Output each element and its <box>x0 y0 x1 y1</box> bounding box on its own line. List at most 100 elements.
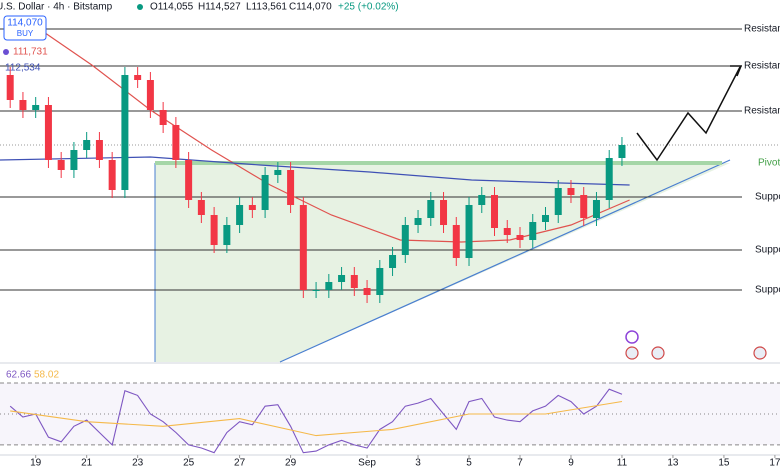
candle-body <box>452 225 460 258</box>
trend-line <box>279 159 731 363</box>
x-tick-label: 13 <box>667 458 679 469</box>
x-tick-label: 7 <box>517 458 523 469</box>
red-ma-label: 111,731 <box>13 47 48 58</box>
status-dot <box>137 4 143 10</box>
level-label: Pivot <box>758 158 780 169</box>
candle-body <box>108 160 116 190</box>
candle-body <box>299 205 307 290</box>
candle-body <box>70 150 78 170</box>
buy-box <box>3 15 47 41</box>
candles <box>6 67 626 303</box>
candle-body <box>414 218 422 225</box>
candle-body <box>338 275 346 282</box>
x-tick-label: 3 <box>415 458 421 469</box>
candle-body <box>363 288 371 295</box>
event-icons <box>625 330 767 360</box>
candle-body <box>223 225 231 245</box>
candle-body <box>185 160 193 200</box>
candle-body <box>605 158 613 200</box>
candle-body <box>592 200 600 218</box>
ohlc-low: L113,561 <box>246 2 287 13</box>
candle-body <box>529 222 537 240</box>
rsi-pane: 62.66 58.02 <box>0 370 780 454</box>
candle-body <box>350 275 358 288</box>
candle-body <box>274 170 282 175</box>
event-icon <box>625 346 639 360</box>
rsi-ma-line <box>10 400 623 437</box>
candle-body <box>197 200 205 215</box>
level-label: Support <box>755 245 780 256</box>
level-label: Resistance <box>744 106 780 117</box>
x-tick-label: 23 <box>132 458 144 469</box>
x-axis: 19 21 23 25 27 29 Sep 3 5 7 9 11 13 15 17 <box>30 455 780 469</box>
candle-body <box>172 125 180 160</box>
candle-body <box>503 228 511 235</box>
candle-body <box>567 188 575 195</box>
rsi-band-fill <box>0 382 780 445</box>
candle-body <box>146 80 154 110</box>
candle-body <box>57 160 65 170</box>
level-label: Support <box>755 192 780 203</box>
candle-body <box>491 195 499 228</box>
x-tick-label: Sep <box>358 458 376 469</box>
price-labels: 114,070 BUY 111,731 112,534 <box>3 15 48 74</box>
x-tick-label: 19 <box>30 458 42 469</box>
event-icon <box>651 346 665 360</box>
candle-body <box>554 188 562 215</box>
rsi-line <box>9 388 623 454</box>
symbol-title: U.S. Dollar · 4h · Bitstamp <box>0 2 113 13</box>
candle-body <box>121 75 129 190</box>
candle-body <box>159 110 167 125</box>
candle-body <box>389 255 397 268</box>
candle-body <box>19 100 27 110</box>
candle-body <box>465 205 473 258</box>
ohlc-open: O114,055 <box>150 2 194 13</box>
candle-body <box>401 225 409 255</box>
forecast-arrowhead <box>730 65 743 77</box>
rsi-ma-value-label: 58.02 <box>34 370 59 381</box>
marker <box>3 49 9 55</box>
x-tick-label: 5 <box>466 458 472 469</box>
level-label: Support <box>755 285 780 296</box>
candle-body <box>95 140 103 160</box>
rsi-value-label: 62.66 <box>6 370 31 381</box>
candle-body <box>287 170 295 205</box>
ohlc-close: C114,070 <box>289 2 332 13</box>
candle-body <box>210 215 218 245</box>
candle-body <box>376 268 384 295</box>
forecast-path <box>636 66 741 162</box>
candle-body <box>427 200 435 218</box>
level-label: Resistance <box>744 24 780 35</box>
levels: Resistance Resistance Resistance Pivot Suppo… <box>0 24 780 296</box>
x-tick-label: 11 <box>617 458 628 469</box>
ohlc-change: +25 (+0.02%) <box>338 2 399 13</box>
x-tick-label: 29 <box>285 458 297 469</box>
candle-body <box>312 290 320 291</box>
x-tick-label: 17 <box>769 458 780 469</box>
candle-body <box>325 282 333 290</box>
candle-body <box>440 200 448 225</box>
blue-ma-label: 112,534 <box>5 63 41 74</box>
candle-body <box>478 195 486 205</box>
buy-label: BUY <box>17 29 34 38</box>
x-tick-label: 27 <box>234 458 246 469</box>
candle-body <box>6 75 14 100</box>
x-tick-label: 21 <box>81 458 93 469</box>
event-icon <box>625 330 639 344</box>
x-tick-label: 25 <box>183 458 195 469</box>
candle-body <box>516 235 524 240</box>
last-price: 114,070 <box>7 18 43 29</box>
candle-body <box>541 215 549 222</box>
candle-body <box>248 205 256 210</box>
x-tick-label: 15 <box>718 458 730 469</box>
event-icon <box>753 346 767 360</box>
candle-body <box>261 175 269 210</box>
ohlc-high: H114,527 <box>198 2 241 13</box>
level-label: Resistance <box>744 61 780 72</box>
candle-body <box>236 205 244 225</box>
x-tick-label: 9 <box>568 458 574 469</box>
candle-body <box>32 105 40 110</box>
moving-average <box>0 156 630 186</box>
